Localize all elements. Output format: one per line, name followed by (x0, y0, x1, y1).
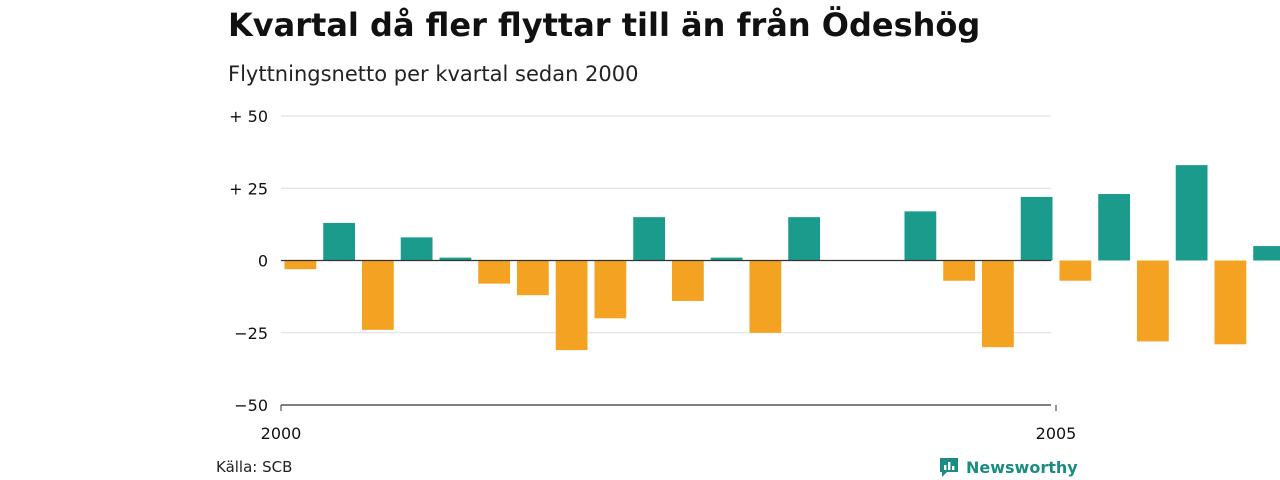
bar (439, 257, 472, 261)
source-note: Källa: SCB (216, 458, 293, 476)
bar (1175, 165, 1208, 261)
bar (1253, 246, 1280, 261)
chart-title: Kvartal då fler flyttar till än från Öde… (228, 6, 981, 44)
brand-name: Newsworthy (966, 457, 1078, 477)
bar (943, 260, 976, 281)
axes: + 50+ 250−25−5020002005201020152020 (229, 107, 1077, 443)
bar (671, 260, 704, 301)
y-tick-label: −25 (234, 324, 268, 343)
bar (633, 217, 666, 261)
bar (478, 260, 511, 284)
newsworthy-logo-icon (940, 458, 958, 477)
y-tick-label: −50 (234, 396, 268, 415)
bar (400, 237, 433, 261)
y-tick-label: + 25 (229, 179, 268, 198)
bar (981, 260, 1014, 348)
y-tick-label: + 50 (229, 107, 268, 126)
bar (710, 257, 743, 261)
bar (323, 222, 356, 261)
y-tick-label: 0 (258, 252, 268, 271)
bar (1098, 194, 1131, 261)
bar (1214, 260, 1247, 345)
bar (594, 260, 627, 319)
bar (284, 260, 317, 270)
bar (904, 211, 937, 261)
chart-subtitle: Flyttningsnetto per kvartal sedan 2000 (228, 62, 639, 86)
bar (749, 260, 782, 333)
bar (788, 217, 821, 261)
bar (1136, 260, 1169, 342)
x-tick-label: 2000 (261, 424, 302, 443)
bar (361, 260, 394, 330)
bar (555, 260, 588, 351)
x-tick-label: 2005 (1036, 424, 1077, 443)
bar (516, 260, 549, 296)
brand-logo: Newsworthy (938, 456, 1078, 478)
bars (284, 165, 1280, 351)
bar (1020, 196, 1053, 261)
bar (1059, 260, 1092, 281)
